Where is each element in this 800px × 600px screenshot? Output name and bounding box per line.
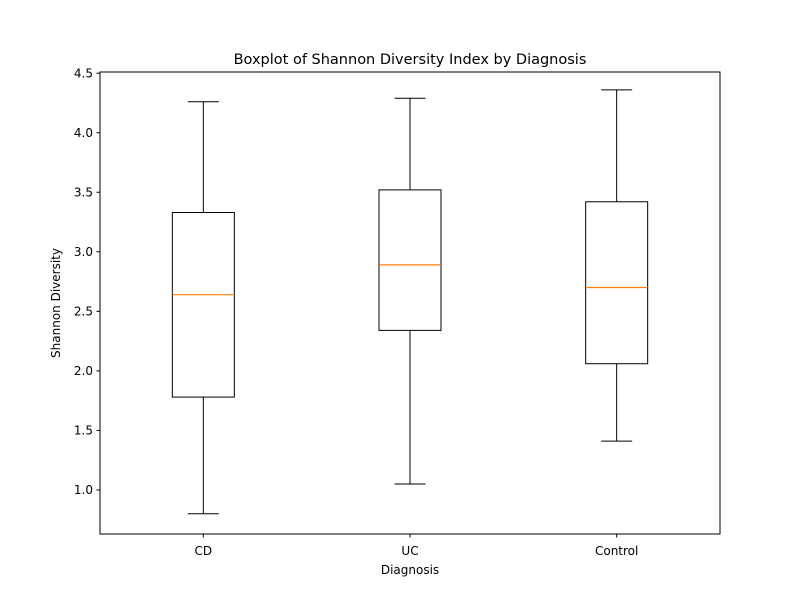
x-axis-label: Diagnosis bbox=[381, 563, 439, 577]
x-tick-label-control: Control bbox=[595, 544, 638, 558]
y-tick-label: 2.0 bbox=[74, 364, 93, 378]
y-axis-label: Shannon Diversity bbox=[49, 248, 63, 358]
y-tick-label: 3.5 bbox=[74, 186, 93, 200]
chart-title: Boxplot of Shannon Diversity Index by Di… bbox=[234, 52, 587, 68]
interquartile-box bbox=[585, 201, 649, 365]
x-axis: CD UC Control bbox=[195, 534, 638, 558]
x-tick-label-cd: CD bbox=[195, 544, 213, 558]
plot-area bbox=[171, 89, 649, 515]
y-tick-label: 1.5 bbox=[74, 424, 93, 438]
box-cd bbox=[171, 101, 235, 515]
box-control bbox=[585, 89, 649, 442]
interquartile-box bbox=[171, 212, 235, 398]
y-tick-label: 1.0 bbox=[74, 483, 93, 497]
y-tick-label: 2.5 bbox=[74, 305, 93, 319]
y-tick-label: 4.5 bbox=[74, 66, 93, 80]
x-tick-label-uc: UC bbox=[401, 544, 418, 558]
y-axis: 1.0 1.5 2.0 2.5 3.0 3.5 4.0 4.5 bbox=[74, 66, 100, 497]
box-uc bbox=[378, 97, 442, 485]
y-tick-label: 3.0 bbox=[74, 245, 93, 259]
interquartile-box bbox=[378, 189, 442, 331]
y-tick-label: 4.0 bbox=[74, 126, 93, 140]
